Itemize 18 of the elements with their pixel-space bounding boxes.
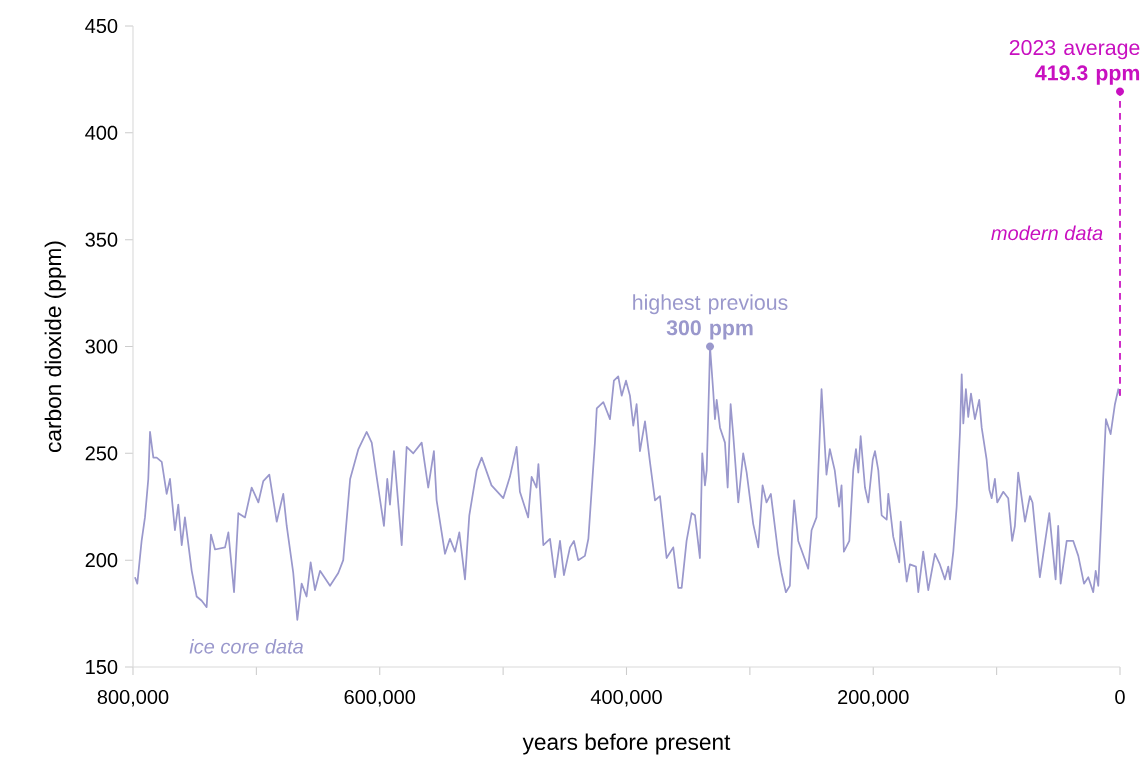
series-label: ice core data [189, 638, 304, 654]
y-tick-label: 400 [85, 125, 118, 140]
y-tick-label: 200 [85, 553, 118, 568]
x-tick-label: 0 [1115, 689, 1125, 705]
y-tick-label: 250 [85, 446, 118, 461]
x-tick-label: 800,000 [97, 689, 169, 707]
y-tick-label: 300 [85, 339, 118, 354]
y-tick-label: 150 [86, 659, 118, 675]
series-label: modern data [991, 225, 1103, 241]
annotation: highest previous 300 ppm [633, 294, 788, 340]
x-tick-label: 400,000 [590, 689, 662, 707]
y-axis-title: carbon dioxide (ppm) [44, 241, 66, 452]
x-tick-label: 600,000 [344, 689, 416, 707]
y-tick-label: 350 [85, 232, 118, 247]
x-axis-title: years before present [522, 733, 731, 755]
y-tick-label: 450 [85, 18, 118, 34]
x-tick-label: 200,000 [838, 689, 909, 707]
annotation: 2023 average 419.3 ppm [1009, 40, 1140, 85]
